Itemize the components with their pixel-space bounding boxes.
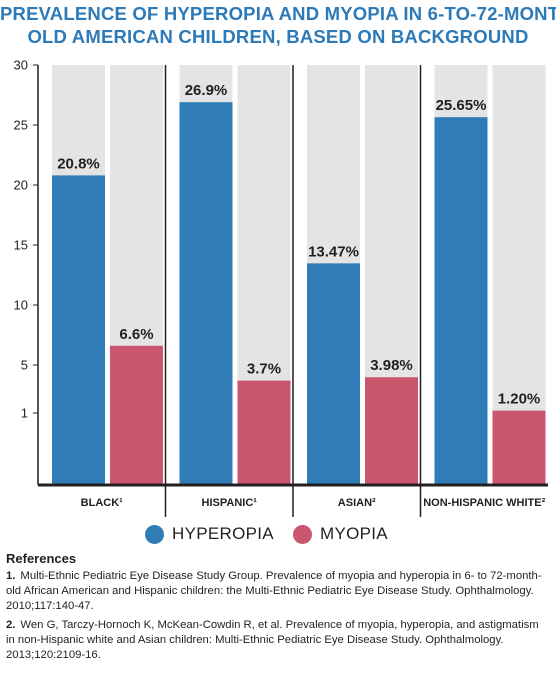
- bar-hyperopia: [307, 263, 360, 485]
- data-label-hyperopia: 26.9%: [185, 82, 228, 99]
- data-label-hyperopia: 25.65%: [436, 97, 487, 114]
- legend-swatch-hyperopia: [145, 524, 164, 544]
- references-heading: References: [6, 551, 77, 566]
- y-tick-label: 5: [21, 358, 28, 373]
- y-tick-label: 25: [14, 118, 28, 133]
- bar-hyperopia: [52, 175, 105, 485]
- bar-myopia: [492, 410, 546, 485]
- legend-item-myopia: MYOPIA: [293, 524, 388, 544]
- x-tick-label: BLACK¹: [81, 497, 123, 509]
- reference-item: 1. Multi-Ethnic Pediatric Eye Disease Stu…: [6, 569, 550, 614]
- bar-myopia: [110, 345, 163, 485]
- bar-hyperopia: [179, 102, 233, 485]
- y-tick-label: 1: [21, 406, 28, 421]
- x-tick-label: NON-HISPANIC WHITE²: [423, 497, 545, 509]
- references-section: References 1. Multi-Ethnic Pediatric Eye …: [6, 551, 550, 667]
- reference-number: 2.: [6, 619, 16, 631]
- y-tick-label: 15: [14, 238, 28, 253]
- chart-legend: HYPEROPIA MYOPIA: [0, 524, 556, 550]
- data-label-myopia: 3.7%: [247, 361, 281, 378]
- data-label-myopia: 3.98%: [370, 357, 413, 374]
- reference-text: Wen G, Tarczy-Hornoch K, McKean-Cowdin R…: [6, 619, 539, 661]
- bar-chart: 30 25 20 15 10 5 1 20.8% 6.6% BLACK¹ 26.9% 3.7% HISP…: [14, 58, 548, 517]
- legend-label-myopia: MYOPIA: [320, 524, 388, 543]
- chart-title-line-2: OLD AMERICAN CHILDREN, BASED ON BACKGROU…: [27, 26, 529, 47]
- data-label-hyperopia: 20.8%: [57, 155, 100, 172]
- reference-number: 1.: [6, 570, 16, 582]
- data-label-myopia: 1.20%: [498, 391, 541, 408]
- reference-item: 2. Wen G, Tarczy-Hornoch K, McKean-Cowdin…: [6, 618, 550, 663]
- data-label-hyperopia: 13.47%: [308, 243, 359, 260]
- legend-item-hyperopia: HYPEROPIA: [145, 524, 274, 544]
- bar-hyperopia: [434, 117, 488, 485]
- y-tick-label: 10: [14, 298, 28, 313]
- y-tick-label: 20: [14, 178, 28, 193]
- legend-label-hyperopia: HYPEROPIA: [172, 524, 274, 543]
- x-tick-label: HISPANIC¹: [202, 497, 258, 509]
- bar-myopia: [237, 380, 291, 485]
- bar-myopia: [365, 377, 418, 485]
- chart-title-line-1: PREVALENCE OF HYPEROPIA AND MYOPIA IN 6-…: [0, 3, 556, 24]
- reference-text: Multi-Ethnic Pediatric Eye Disease Study…: [6, 570, 542, 612]
- chart-title: PREVALENCE OF HYPEROPIA AND MYOPIA IN 6-…: [0, 2, 556, 48]
- y-tick-label: 30: [14, 58, 28, 73]
- data-label-myopia: 6.6%: [119, 326, 153, 343]
- x-tick-label: ASIAN²: [338, 497, 376, 509]
- legend-swatch-myopia: [293, 524, 312, 544]
